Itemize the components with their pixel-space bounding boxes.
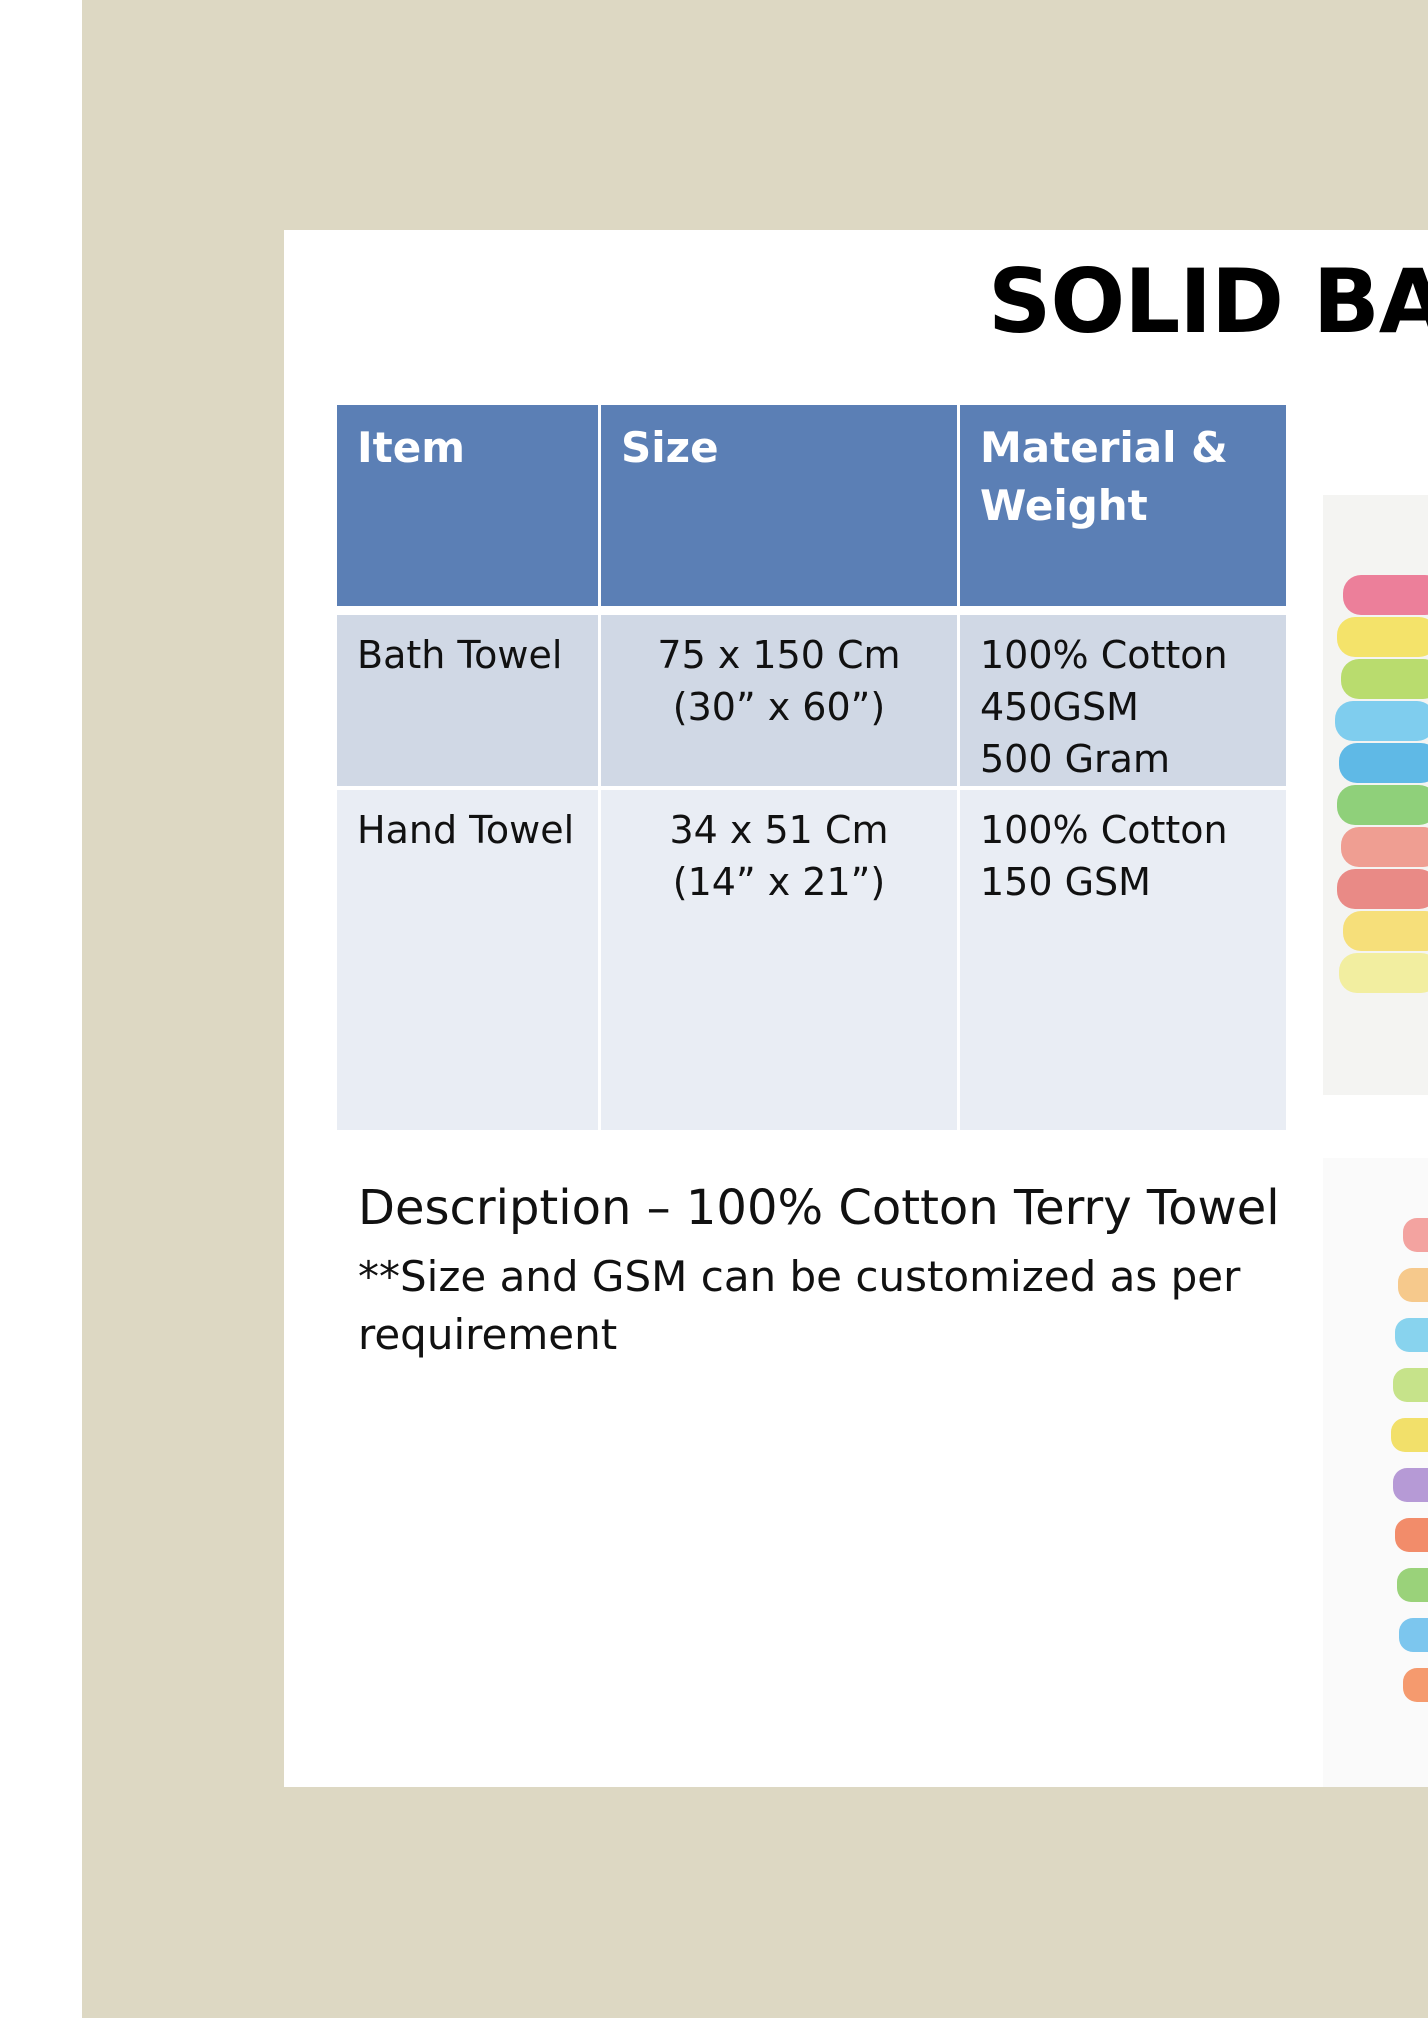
header-cell: Item	[337, 405, 598, 606]
table-cell: 100% Cotton 150 GSM	[960, 790, 1286, 1130]
cell-line: (30” x 60”)	[672, 685, 886, 729]
cell-line: Hand Towel	[357, 808, 575, 852]
table-cell: 34 x 51 Cm (14” x 21”)	[601, 790, 957, 1130]
cell-line: 500 Gram	[980, 737, 1170, 781]
towel-photo	[1323, 1158, 1428, 1787]
header-cell: Material & Weight	[960, 405, 1286, 606]
cell-line: 100% Cotton	[980, 633, 1228, 677]
table-cell: 75 x 150 Cm (30” x 60”)	[601, 615, 957, 786]
table-cell: 100% Cotton 450GSM 500 Gram	[960, 615, 1286, 786]
margin-strip	[0, 0, 82, 2018]
cell-line: 450GSM	[980, 685, 1139, 729]
towel-photo	[1323, 495, 1428, 1095]
cell-line: (14” x 21”)	[672, 860, 886, 904]
cell-line: 75 x 150 Cm	[657, 633, 901, 677]
table-cell: Bath Towel	[337, 615, 598, 786]
header-cell: Size	[601, 405, 957, 606]
note: **Size and GSM can be customized as per …	[358, 1252, 1241, 1359]
cell-line: 150 GSM	[980, 860, 1151, 904]
cell-line: Bath Towel	[357, 633, 563, 677]
table-cell: Hand Towel	[337, 790, 598, 1130]
title: SOLID BAT	[988, 250, 1428, 353]
cell-line: 34 x 51 Cm	[669, 808, 889, 852]
description: Description – 100% Cotton Terry Towel	[358, 1180, 1280, 1236]
cell-line: 100% Cotton	[980, 808, 1228, 852]
